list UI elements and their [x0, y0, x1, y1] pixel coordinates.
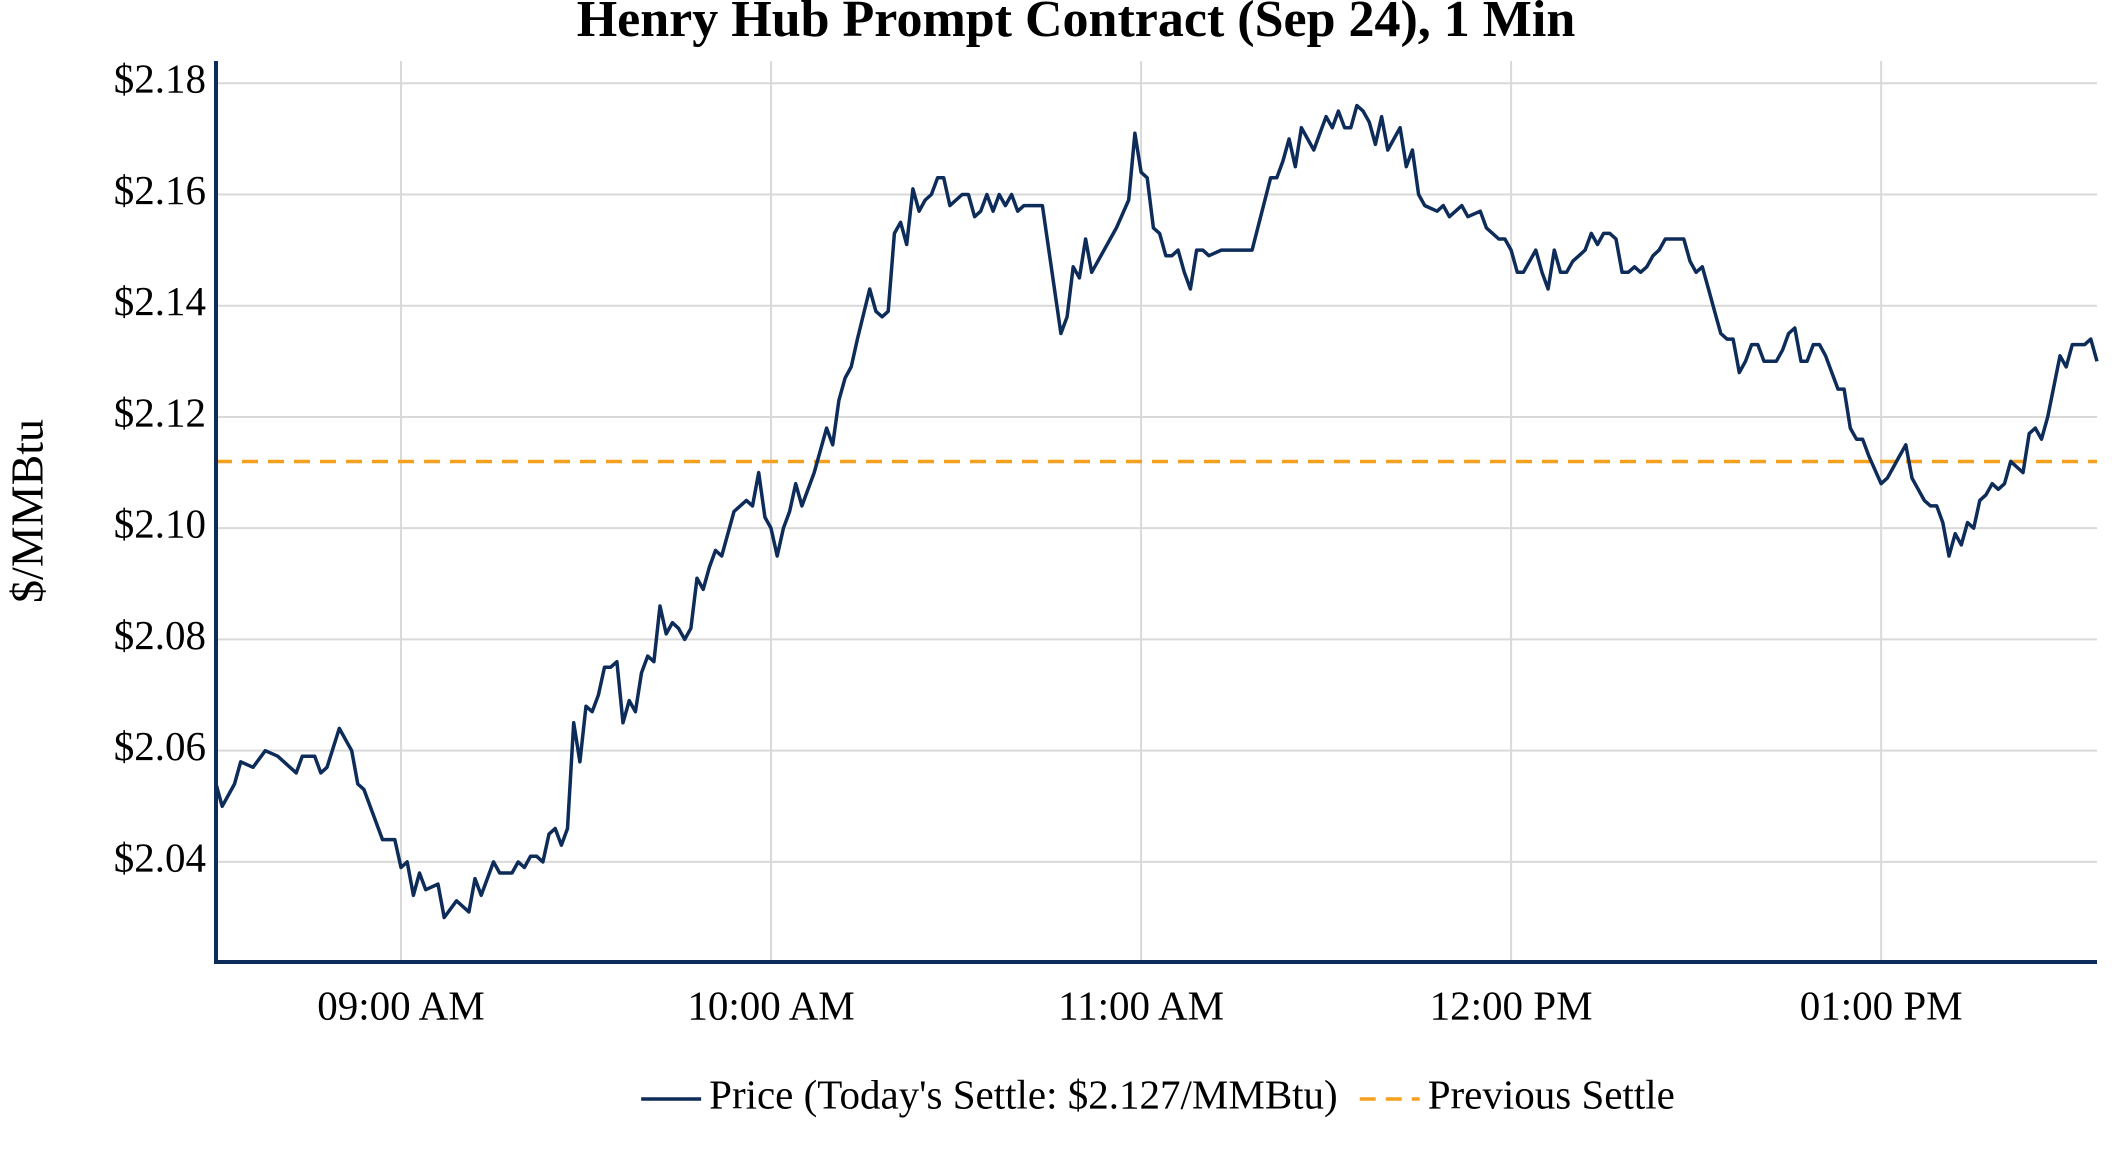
y-tick-label: $2.08	[114, 612, 206, 658]
x-tick-label: 10:00 AM	[687, 982, 854, 1028]
legend-label: Previous Settle	[1428, 1071, 1675, 1117]
y-tick-label: $2.10	[114, 501, 206, 547]
chart-title: Henry Hub Prompt Contract (Sep 24), 1 Mi…	[577, 0, 1576, 48]
price-line	[214, 103, 2099, 920]
y-tick-label: $2.06	[114, 723, 206, 769]
legend-label: Price (Today's Settle: $2.127/MMBtu)	[709, 1071, 1338, 1117]
x-tick-label: 12:00 PM	[1430, 982, 1593, 1028]
x-tick-label: 01:00 PM	[1800, 982, 1963, 1028]
y-axis-label: $/MMBtu	[2, 419, 53, 603]
y-tick-label: $2.04	[114, 834, 206, 880]
x-tick-label: 09:00 AM	[317, 982, 484, 1028]
y-tick-label: $2.12	[114, 389, 206, 435]
y-tick-label: $2.18	[114, 56, 206, 102]
y-tick-label: $2.16	[114, 167, 206, 213]
x-tick-label: 11:00 AM	[1058, 982, 1224, 1028]
y-tick-label: $2.14	[114, 278, 206, 324]
